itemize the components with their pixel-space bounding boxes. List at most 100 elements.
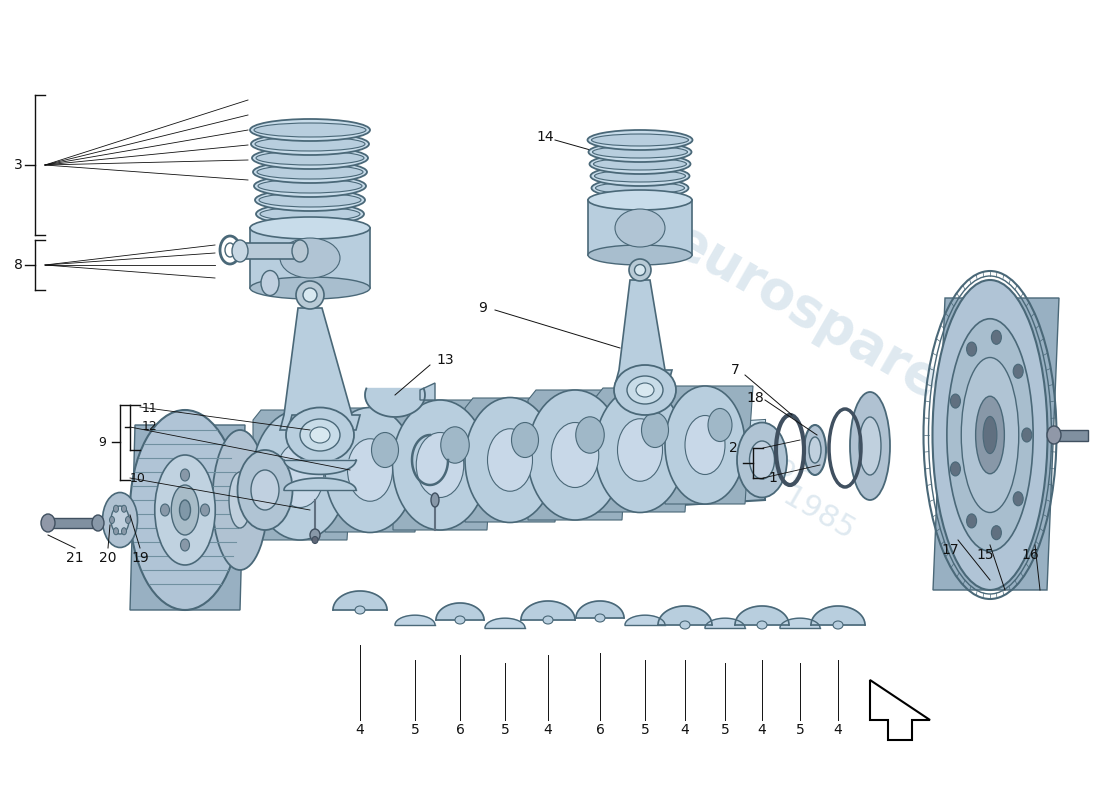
Ellipse shape — [1047, 426, 1062, 444]
Ellipse shape — [588, 142, 692, 162]
Ellipse shape — [130, 410, 240, 610]
Bar — [1050, 430, 1088, 441]
Ellipse shape — [92, 515, 104, 531]
Ellipse shape — [615, 209, 666, 247]
Text: 19: 19 — [131, 551, 149, 565]
Polygon shape — [705, 618, 745, 628]
Text: 1: 1 — [769, 471, 778, 485]
Ellipse shape — [257, 165, 363, 179]
Ellipse shape — [260, 207, 360, 221]
Text: 2: 2 — [728, 441, 737, 455]
Text: 18: 18 — [746, 391, 763, 405]
Text: 5: 5 — [640, 723, 649, 737]
Ellipse shape — [261, 270, 279, 295]
Polygon shape — [324, 408, 424, 532]
Polygon shape — [265, 420, 764, 458]
Text: 4: 4 — [834, 723, 843, 737]
Polygon shape — [284, 460, 356, 474]
Ellipse shape — [431, 493, 439, 507]
Ellipse shape — [179, 500, 190, 520]
Polygon shape — [625, 615, 666, 625]
Text: 4: 4 — [355, 723, 364, 737]
Polygon shape — [436, 603, 484, 620]
Ellipse shape — [543, 616, 553, 624]
Ellipse shape — [595, 182, 684, 194]
Ellipse shape — [310, 529, 320, 541]
Ellipse shape — [983, 416, 997, 454]
Ellipse shape — [372, 433, 398, 467]
Ellipse shape — [252, 147, 368, 169]
Polygon shape — [595, 388, 693, 512]
Text: 5: 5 — [720, 723, 729, 737]
Ellipse shape — [155, 455, 216, 565]
Ellipse shape — [125, 517, 131, 523]
Ellipse shape — [41, 514, 55, 532]
Ellipse shape — [455, 616, 465, 624]
Polygon shape — [265, 420, 764, 530]
Ellipse shape — [991, 330, 1001, 344]
Ellipse shape — [680, 621, 690, 629]
Ellipse shape — [1013, 364, 1023, 378]
Ellipse shape — [200, 504, 209, 516]
Ellipse shape — [256, 151, 364, 165]
Ellipse shape — [258, 179, 362, 193]
Ellipse shape — [933, 280, 1047, 590]
Ellipse shape — [551, 422, 598, 487]
Ellipse shape — [121, 528, 126, 534]
Ellipse shape — [253, 161, 367, 183]
Ellipse shape — [110, 517, 114, 523]
Ellipse shape — [441, 426, 470, 463]
Polygon shape — [393, 400, 495, 530]
Ellipse shape — [250, 277, 370, 299]
Text: 14: 14 — [536, 130, 553, 144]
Ellipse shape — [416, 433, 464, 498]
Text: a passion for: a passion for — [628, 368, 812, 492]
Ellipse shape — [300, 419, 340, 451]
Text: 12: 12 — [142, 421, 158, 434]
Text: 9: 9 — [478, 301, 487, 315]
Ellipse shape — [947, 318, 1033, 551]
Text: 8: 8 — [13, 258, 22, 272]
Polygon shape — [666, 386, 754, 504]
Text: 20: 20 — [99, 551, 117, 565]
Ellipse shape — [121, 506, 126, 512]
Ellipse shape — [310, 427, 330, 443]
Ellipse shape — [614, 365, 676, 415]
Ellipse shape — [528, 390, 623, 520]
Polygon shape — [735, 606, 789, 625]
Ellipse shape — [258, 193, 361, 207]
Polygon shape — [253, 410, 355, 540]
Polygon shape — [933, 298, 1059, 590]
Ellipse shape — [465, 398, 556, 522]
Polygon shape — [521, 601, 575, 620]
Ellipse shape — [976, 396, 1004, 474]
Ellipse shape — [587, 130, 693, 150]
Ellipse shape — [594, 158, 686, 170]
Polygon shape — [130, 425, 245, 610]
Ellipse shape — [635, 265, 646, 275]
Text: 4: 4 — [758, 723, 767, 737]
Bar — [240, 243, 300, 259]
Ellipse shape — [708, 409, 732, 442]
Text: 10: 10 — [130, 471, 146, 485]
Ellipse shape — [588, 190, 692, 210]
Ellipse shape — [296, 281, 324, 309]
Polygon shape — [333, 591, 387, 610]
Text: 5: 5 — [410, 723, 419, 737]
Ellipse shape — [280, 238, 340, 278]
Ellipse shape — [617, 418, 662, 482]
Polygon shape — [615, 280, 672, 385]
Ellipse shape — [588, 245, 692, 265]
Ellipse shape — [226, 243, 235, 257]
Ellipse shape — [1013, 492, 1023, 506]
Ellipse shape — [212, 430, 267, 570]
Ellipse shape — [111, 506, 129, 534]
Ellipse shape — [950, 394, 960, 408]
Ellipse shape — [967, 342, 977, 356]
Ellipse shape — [300, 437, 329, 473]
Ellipse shape — [595, 387, 685, 513]
Ellipse shape — [1022, 428, 1032, 442]
Ellipse shape — [950, 462, 960, 476]
Ellipse shape — [804, 425, 826, 475]
Text: 7: 7 — [730, 363, 739, 377]
